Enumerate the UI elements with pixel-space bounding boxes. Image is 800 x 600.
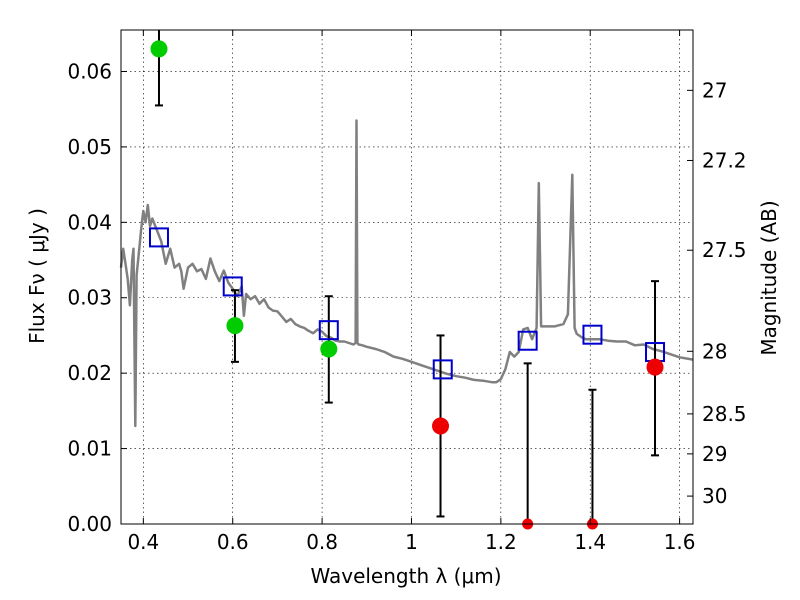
y2-tick-label: 27.2 [702,148,747,172]
observed-flux-point [320,340,338,358]
tick-layer: 0.4 0.6 0.8 1 1.2 1.4 1.6 0.00 0.01 0.02 0.03 0.04 0… [67,30,747,554]
x-tick-label: 0.6 [217,530,249,554]
x-tick-label: 0.4 [127,530,159,554]
y-tick-label: 0.00 [67,512,112,536]
y-tick-label: 0.06 [67,59,112,83]
y2-tick-label: 30 [702,484,727,508]
model-flux-square [318,320,339,341]
model-flux-square [222,276,243,297]
observed-flux-point [226,317,244,335]
grid [121,30,693,524]
y2-tick-label: 27 [702,78,727,102]
y2-tick-label: 29 [702,442,727,466]
y-tick-label: 0.01 [67,437,112,461]
plot-frame [120,29,694,525]
observed-flux-point [646,358,664,376]
y-tick-label: 0.02 [67,361,112,385]
y-axis-label: Flux Fν ( μJy ) [25,208,49,344]
y2-tick-label: 27.5 [702,238,747,262]
model-flux-square [517,330,538,351]
observed-flux-point [150,40,168,58]
model-flux-square [582,324,603,345]
observed-flux-point [432,417,450,435]
y-tick-label: 0.03 [67,286,112,310]
model-flux-square [148,227,169,248]
y2-tick-label: 28.5 [702,402,747,426]
sed-model-layer [119,119,694,428]
x-tick-label: 1.2 [485,530,517,554]
y-tick-label: 0.05 [67,135,112,159]
x-tick-label: 1.4 [574,530,606,554]
x-tick-label: 1.6 [664,530,696,554]
marker-layer [148,40,666,530]
model-flux-square [432,359,453,380]
y-tick-label: 0.04 [67,210,112,234]
x-axis-label: Wavelength λ (μm) [310,564,501,588]
y2-tick-label: 28 [702,339,727,363]
y2-axis-label: Magnitude (AB) [757,200,781,355]
x-tick-label: 1 [405,530,418,554]
sed-model-line [119,119,694,428]
x-tick-label: 0.8 [306,530,338,554]
